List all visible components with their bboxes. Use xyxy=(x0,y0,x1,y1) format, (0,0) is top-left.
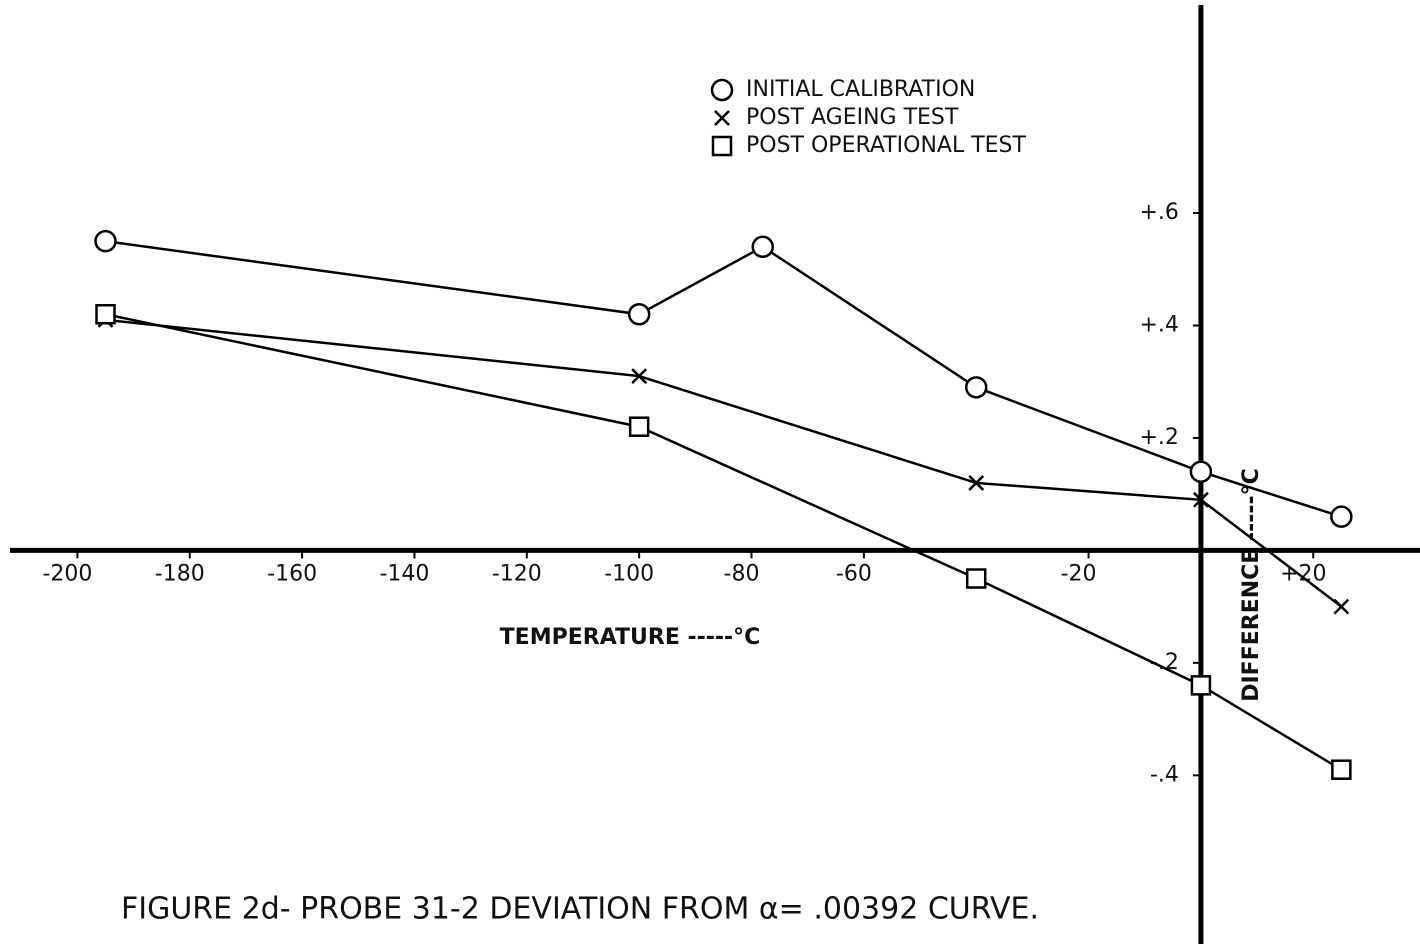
x-tick-label: -60 xyxy=(836,561,872,586)
marker-square xyxy=(628,416,650,437)
x-tick-label: -80 xyxy=(724,561,760,586)
series-line xyxy=(105,239,1342,518)
marker-circle xyxy=(964,376,988,399)
marker-circle xyxy=(1330,505,1353,528)
y-tick-label: +.2 xyxy=(1139,425,1178,450)
x-tick-label: -160 xyxy=(267,561,317,586)
marker-square xyxy=(965,568,987,589)
x-axis-label: TEMPERATURE -----°C xyxy=(500,625,761,650)
x-tick-label: -200 xyxy=(42,561,92,586)
series-line xyxy=(105,313,1342,771)
marker-x xyxy=(1193,491,1209,508)
y-axis-label: DIFFERENCE -----°C xyxy=(1239,468,1264,702)
marker-circle xyxy=(751,235,774,259)
x-tick-label: -180 xyxy=(155,561,205,586)
marker-circle xyxy=(710,78,734,102)
marker-x xyxy=(631,368,648,384)
marker-square xyxy=(711,135,733,157)
marker-circle xyxy=(1189,460,1213,483)
chart-title: FIGURE 2d- PROBE 31-2 DEVIATION FROM α= … xyxy=(121,892,1039,927)
marker-x xyxy=(968,475,985,491)
marker-square xyxy=(95,304,116,325)
y-tick-label: +.6 xyxy=(1139,200,1178,225)
marker-square xyxy=(1190,675,1212,696)
marker-x xyxy=(714,110,730,126)
marker-circle xyxy=(94,229,117,253)
legend-label: INITIAL CALIBRATION xyxy=(746,77,975,102)
legend-label: POST AGEING TEST xyxy=(746,105,959,130)
marker-square xyxy=(1331,759,1352,780)
x-tick-label: -100 xyxy=(604,561,654,586)
legend-label: POST OPERATIONAL TEST xyxy=(746,133,1027,158)
x-tick-label: -140 xyxy=(379,561,429,586)
x-tick-label: -20 xyxy=(1061,561,1097,586)
y-tick-label: -.4 xyxy=(1150,762,1179,787)
marker-circle xyxy=(627,303,651,326)
x-tick-label: -120 xyxy=(492,561,542,586)
marker-x xyxy=(1333,598,1350,615)
y-tick-label: +.4 xyxy=(1139,312,1178,337)
